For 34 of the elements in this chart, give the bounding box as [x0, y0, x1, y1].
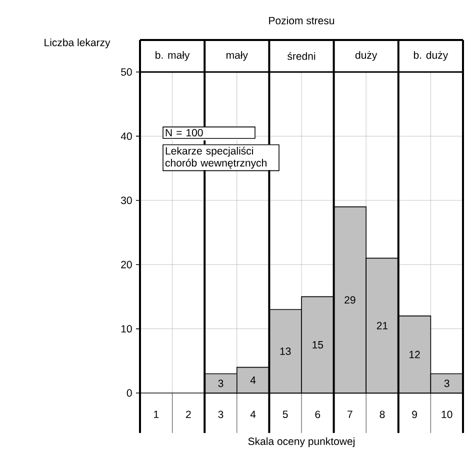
text: mały — [226, 51, 248, 61]
data-label: 15 — [312, 341, 324, 349]
x-tick-label: 3 — [218, 410, 224, 418]
x-tick-label: 4 — [250, 410, 256, 418]
y-tick-label: 0 — [126, 389, 132, 397]
y-tick-label: 10 — [121, 325, 132, 333]
x-tick-label: 6 — [315, 410, 320, 418]
x-tick-label: 1 — [154, 410, 159, 418]
text: b. duży — [414, 51, 448, 61]
data-label: 29 — [344, 296, 356, 304]
data-label: 3 — [444, 380, 450, 388]
annotation: Lekarze specjaliści chorób wewnętrznych — [165, 146, 266, 169]
x-tick-label: 7 — [348, 410, 352, 418]
data-label: 12 — [410, 350, 420, 358]
x-tick-label: 9 — [412, 410, 417, 418]
y-tick-label: 30 — [121, 196, 132, 204]
chart-title: Poziom stresu — [269, 16, 334, 24]
data-label: 3 — [218, 380, 224, 388]
data-label: 13 — [280, 348, 291, 355]
text: b. mały — [156, 51, 190, 61]
x-tick-label: 8 — [380, 410, 385, 418]
text: średni — [288, 52, 316, 60]
y-tick-label: 50 — [121, 68, 132, 76]
y-tick-label: 40 — [120, 132, 132, 140]
x-axis-title: Skala oceny punktowej — [248, 437, 354, 448]
x-tick-label: 10 — [442, 410, 452, 418]
text: duży — [355, 51, 378, 61]
y-axis-title: Liczba lekarzy — [44, 38, 110, 48]
data-label: 4 — [250, 376, 256, 384]
x-tick-label: 2 — [186, 410, 191, 418]
annotation: N = 100 — [166, 128, 203, 136]
data-label: 21 — [376, 322, 388, 330]
y-tick-label: 20 — [121, 260, 132, 268]
x-tick-label: 5 — [282, 410, 288, 418]
